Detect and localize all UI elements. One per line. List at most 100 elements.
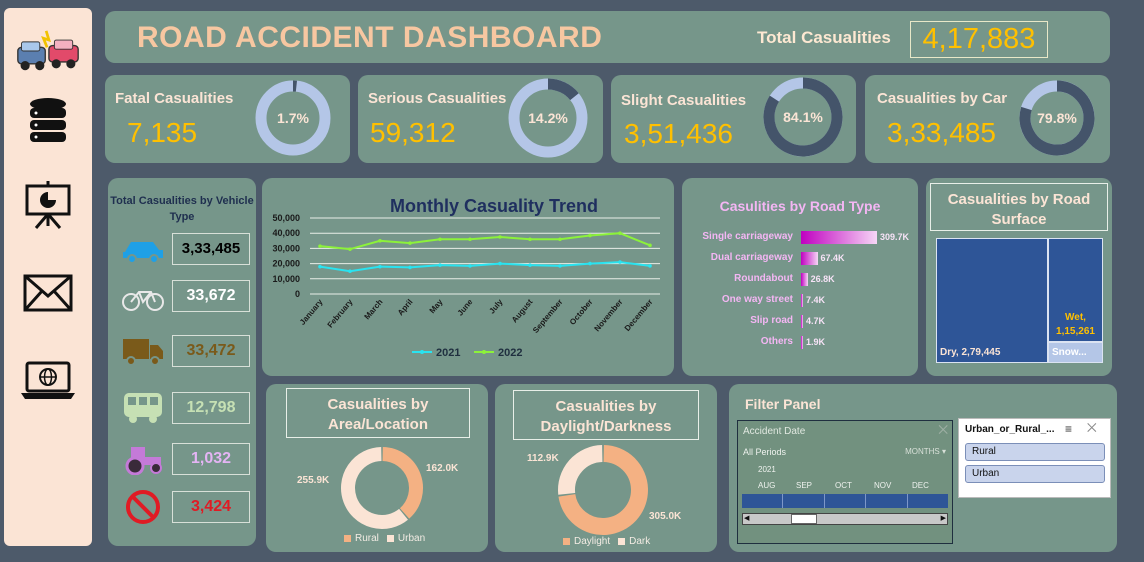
road-type-label: Others: [760, 336, 793, 347]
dashboard-title: ROAD ACCIDENT DASHBOARD: [137, 21, 603, 54]
timeline-month-dec: DEC: [912, 481, 929, 490]
donut-slice-urban: [341, 447, 408, 529]
kpi-donut-value-arc: [547, 78, 579, 101]
kpi-label: Slight Casualities: [621, 92, 747, 109]
trend-title: Monthly Casuality Trend: [390, 196, 598, 216]
mail-icon[interactable]: [16, 268, 80, 318]
x-tick-label: May: [428, 297, 445, 315]
slicer-title: Urban_or_Rural_...: [965, 424, 1055, 435]
series-point: [558, 237, 562, 242]
series-point: [318, 244, 322, 248]
timeline-month-nov: NOV: [874, 481, 892, 490]
filter-panel-title: Filter Panel: [745, 396, 821, 412]
kpi-value: 3,51,436: [624, 118, 733, 149]
area-urban-label: 255.9K: [297, 475, 330, 486]
road-type-bar[interactable]: [801, 336, 803, 349]
legend-label-urban: Urban: [397, 533, 426, 544]
road-type-label: Single carriageway: [702, 231, 793, 242]
road-type-bar[interactable]: [801, 252, 818, 265]
series-point: [408, 241, 412, 245]
road-type-bar[interactable]: [801, 273, 808, 286]
slicer-item-urban[interactable]: Urban: [965, 465, 1105, 483]
kpi-donut-label: 1.7%: [277, 110, 309, 126]
treemap-snow-label: Snow...: [1052, 347, 1087, 358]
kpi-label: Casualities by Car: [877, 90, 1008, 107]
x-tick-label: February: [326, 297, 355, 329]
road-type-label: Dual carriageway: [710, 252, 793, 263]
treemap-wet[interactable]: Wet, 1,15,261: [1048, 238, 1103, 342]
car-icon: [120, 234, 166, 268]
multi-select-icon[interactable]: ≡: [1065, 422, 1073, 436]
laptop-globe-icon[interactable]: [16, 356, 80, 406]
timeline-header: Accident Date: [743, 426, 806, 437]
slicer-item-rural[interactable]: Rural: [965, 443, 1105, 461]
kpi-donut-label: 79.8%: [1037, 110, 1077, 126]
timeline-bar[interactable]: [742, 494, 948, 508]
kpi-label: Serious Casualities: [368, 90, 507, 107]
scroll-left-icon[interactable]: ◀: [744, 515, 750, 522]
tractor-icon: [120, 442, 166, 476]
bicycle-icon: [120, 282, 166, 316]
scroll-right-icon[interactable]: ▶: [940, 515, 946, 522]
legend-label-daylight: Daylight: [574, 536, 611, 547]
y-tick-label: 0: [295, 289, 300, 299]
road-type-bar[interactable]: [801, 231, 877, 244]
scrollbar-thumb[interactable]: [791, 514, 817, 524]
series-point: [648, 264, 652, 268]
series-point: [438, 237, 442, 242]
series-point: [468, 237, 472, 242]
filter-panel: Filter Panel Accident Date ⨉ All Periods…: [729, 384, 1117, 552]
vehicle-count-other: 3,424: [172, 491, 250, 523]
date-timeline[interactable]: Accident Date ⨉ All Periods MONTHS ▾ 202…: [737, 420, 953, 544]
no-entry-icon: [120, 490, 166, 524]
series-point: [648, 243, 652, 248]
x-tick-label: April: [396, 298, 415, 318]
treemap-snow[interactable]: Snow...: [1048, 342, 1103, 363]
treemap-wet-label: Wet, 1,15,261: [1056, 312, 1095, 337]
sidebar: [4, 8, 92, 546]
area-rural-label: 162.0K: [426, 463, 459, 474]
clear-filter-icon[interactable]: ⨉: [938, 423, 948, 437]
kpi-card-slight: Slight Casualities 3,51,436 84.1%: [611, 75, 856, 163]
kpi-donut-label: 84.1%: [783, 109, 823, 125]
legend-label-2022: 2022: [498, 347, 522, 359]
months-dropdown-label: MONTHS: [905, 447, 940, 456]
area-location-donut: [341, 447, 423, 529]
kpi-donut-value-arc: [1019, 80, 1095, 156]
kpi-donut-label: 14.2%: [528, 110, 568, 126]
treemap-dry[interactable]: Dry, 2,79,445: [936, 238, 1048, 363]
kpi-label: Fatal Casualities: [115, 90, 234, 107]
road-type-value: 309.7K: [880, 232, 910, 242]
urban-rural-slicer[interactable]: Urban_or_Rural_... ≡ ⨉ Rural Urban: [958, 418, 1111, 498]
road-type-bar[interactable]: [801, 294, 803, 307]
chevron-down-icon: ▾: [941, 447, 946, 456]
road-type-value: 67.4K: [820, 253, 845, 263]
road-surface-panel: Casualities by Road Surface Dry, 2,79,44…: [926, 178, 1112, 376]
series-line-2022: [319, 232, 651, 251]
legend-swatch-rural: [344, 535, 351, 542]
y-tick-label: 10,000: [272, 274, 300, 284]
series-point: [498, 235, 502, 239]
legend-label-rural: Rural: [355, 533, 379, 544]
daylight-dark-label: 112.9K: [527, 453, 559, 464]
car-crash-icon[interactable]: [16, 26, 80, 76]
presentation-icon[interactable]: [16, 180, 80, 230]
header-bar: ROAD ACCIDENT DASHBOARD Total Casualitie…: [105, 11, 1110, 63]
monthly-trend-chart: Monthly Casuality Trend 50,000 40,000 30,00…: [272, 196, 660, 359]
timeline-scrollbar[interactable]: ◀ ▶: [742, 513, 948, 525]
database-icon[interactable]: [16, 96, 80, 146]
x-tick-label: August: [510, 297, 535, 324]
road-type-label: Slip road: [750, 315, 793, 326]
x-tick-label: December: [623, 298, 655, 333]
series-point: [348, 269, 352, 273]
daylight-title: Casualities by Daylight/Darkness: [513, 390, 699, 440]
road-type-bar[interactable]: [801, 315, 803, 328]
months-dropdown[interactable]: MONTHS ▾: [905, 447, 946, 456]
clear-filter-icon[interactable]: ⨉: [1087, 421, 1097, 435]
series-point: [348, 247, 352, 251]
legend-swatch-daylight: [563, 538, 570, 545]
timeline-month-oct: OCT: [835, 481, 852, 490]
vehicle-count-car: 3,33,485: [172, 233, 250, 265]
legend-swatch-dark: [618, 538, 626, 545]
series-point: [468, 264, 472, 268]
